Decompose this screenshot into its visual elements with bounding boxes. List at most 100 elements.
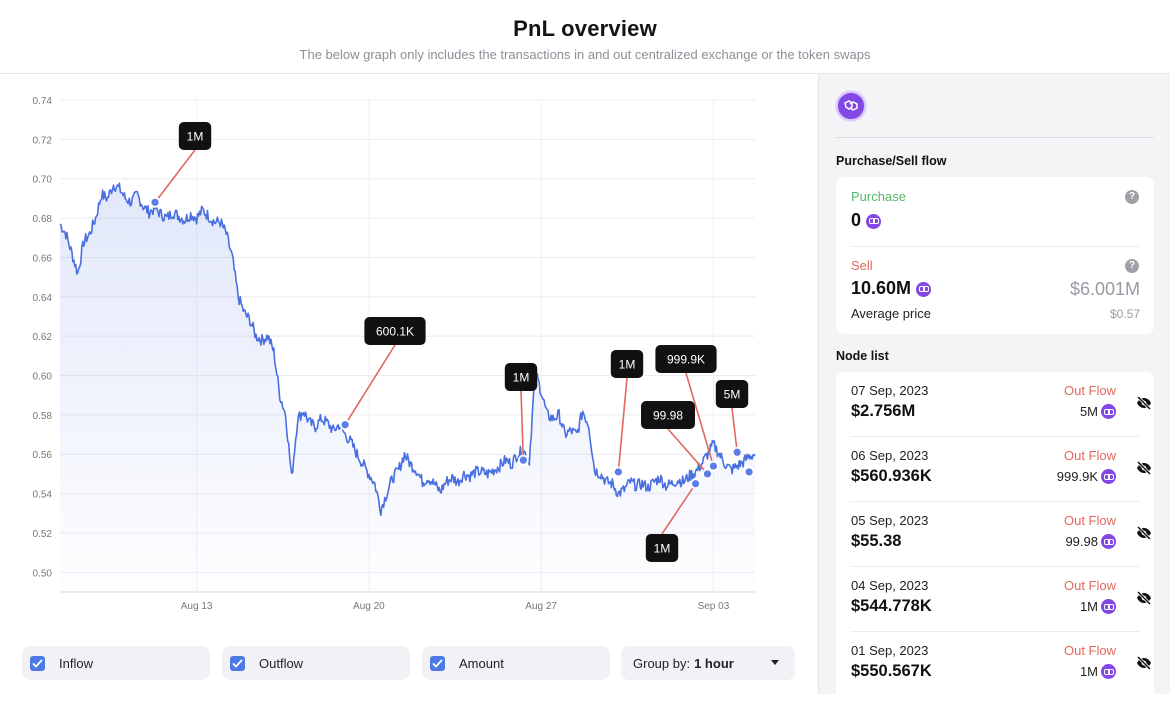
token-coin-icon [1101,599,1116,614]
node-list-item[interactable]: 07 Sep, 2023 $2.756M Out Flow 5M [836,372,1152,437]
y-tick-label: 0.60 [33,372,53,383]
purchase-value: 0 [851,210,882,231]
node-usd-value: $544.778K [851,597,932,615]
avg-price-value: $0.57 [1109,307,1140,321]
node-flow-type: Out Flow [1063,643,1116,658]
node-divider [850,436,1140,437]
marker-label-box[interactable] [715,380,749,408]
transaction-marker[interactable] [690,478,701,490]
marker-label-box[interactable] [655,345,717,373]
transaction-marker[interactable] [702,468,713,480]
card-divider [850,246,1140,247]
token-coin-icon [916,281,932,297]
node-usd-value: $55.38 [851,532,902,550]
marker-connector [667,428,709,475]
transaction-marker[interactable] [339,419,351,431]
transaction-marker[interactable] [708,460,719,472]
node-usd-value: $560.936K [851,467,932,485]
pnl-chart-area: 0.74 0.72 0.70 0.68 0.66 0.64 0.62 0.60 0.58 0.56… [0,74,818,694]
amount-toggle[interactable]: Amount [422,646,610,680]
node-list-item[interactable]: 06 Sep, 2023 $560.936K Out Flow 999.9K [836,437,1152,502]
node-token-amount: 999.9K [1057,469,1116,484]
marker-label-box[interactable] [645,534,679,562]
transaction-marker[interactable] [743,466,755,478]
node-divider [850,566,1140,567]
eye-off-icon[interactable] [1136,655,1152,675]
node-flow-type: Out Flow [1063,383,1116,398]
purchase-label: Purchase [851,189,906,204]
checkbox-checked-icon[interactable] [230,655,245,671]
y-tick-label: 0.70 [33,175,53,186]
transaction-marker[interactable] [149,196,161,208]
node-date: 04 Sep, 2023 [851,578,929,593]
marker-connector [685,372,715,467]
node-date: 07 Sep, 2023 [851,383,929,398]
checkbox-checked-icon[interactable] [430,655,445,671]
group-by-select[interactable]: Group by: 1 hour [621,646,795,680]
help-icon[interactable]: ? [1125,190,1139,204]
x-tick-label: Aug 13 [181,601,213,612]
help-icon[interactable]: ? [1125,259,1139,273]
pnl-chart: 0.74 0.72 0.70 0.68 0.66 0.64 0.62 0.60 0.58 0.56… [33,96,756,612]
marker-label: 1M [513,371,530,385]
node-usd-value: $550.567K [851,662,932,680]
transaction-marker[interactable] [517,454,529,466]
marker-label: 5M [724,388,741,402]
marker-label-box[interactable] [641,401,695,429]
price-area [60,183,755,592]
amount-label: Amount [459,655,504,671]
marker-label-box[interactable] [504,363,538,391]
marker-label-box[interactable] [610,350,644,378]
checkbox-checked-icon[interactable] [30,655,45,671]
flow-card: Purchase ? 0 Sell ? 10.60M $6.001M Avera… [836,177,1154,334]
purchase-amount: 0 [851,210,862,230]
node-token-amount: 99.98 [1065,534,1116,549]
y-tick-label: 0.56 [33,450,53,461]
node-token-amount: 1M [1080,664,1116,679]
node-date: 05 Sep, 2023 [851,513,929,528]
outflow-label: Outflow [259,655,304,671]
transaction-marker[interactable] [612,466,624,478]
inflow-toggle[interactable]: Inflow [22,646,210,680]
sell-value: 10.60M [851,278,932,299]
node-list-item[interactable]: 01 Sep, 2023 $550.567K Out Flow 1M [836,632,1152,697]
marker-connector [154,149,196,203]
marker-label: 1M [619,358,636,372]
marker-connector [617,377,628,473]
marker-label: 1M [187,130,204,144]
node-usd-value: $2.756M [851,402,916,420]
inflow-label: Inflow [59,655,93,671]
eye-off-icon[interactable] [1136,460,1152,480]
node-list-item[interactable]: 05 Sep, 2023 $55.38 Out Flow 99.98 [836,502,1152,567]
marker-connector [520,390,525,461]
token-coin-icon [1101,404,1116,419]
marker-label-box[interactable] [364,317,426,345]
token-coin-icon [866,213,882,229]
sell-amount: 10.60M [851,278,912,298]
marker-label: 999.9K [667,353,705,367]
transaction-marker[interactable] [731,446,743,458]
marker-connector [661,483,697,535]
marker-label-box[interactable] [178,122,212,150]
eye-off-icon[interactable] [1136,395,1152,415]
node-amount-text: 99.98 [1065,534,1098,549]
sell-label: Sell [851,258,873,273]
group-by-value: 1 hour [694,655,734,671]
flow-section-title: Purchase/Sell flow [836,154,947,168]
outflow-toggle[interactable]: Outflow [222,646,410,680]
y-tick-label: 0.62 [33,332,53,343]
eye-off-icon[interactable] [1136,590,1152,610]
y-tick-label: 0.52 [33,529,53,540]
y-tick-label: 0.54 [33,490,53,501]
marker-label: 99.98 [653,409,683,423]
sell-usd-value: $6.001M [1069,279,1140,299]
node-date: 01 Sep, 2023 [851,643,929,658]
group-by-label: Group by: [633,655,691,671]
node-amount-text: 1M [1079,599,1098,614]
node-flow-type: Out Flow [1063,578,1116,593]
eye-off-icon[interactable] [1136,525,1152,545]
x-tick-label: Aug 20 [353,601,385,612]
y-tick-label: 0.74 [33,96,53,107]
chart-controls: Inflow Outflow Amount Group by: 1 hour [22,646,797,680]
node-list-item[interactable]: 04 Sep, 2023 $544.778K Out Flow 1M [836,567,1152,632]
